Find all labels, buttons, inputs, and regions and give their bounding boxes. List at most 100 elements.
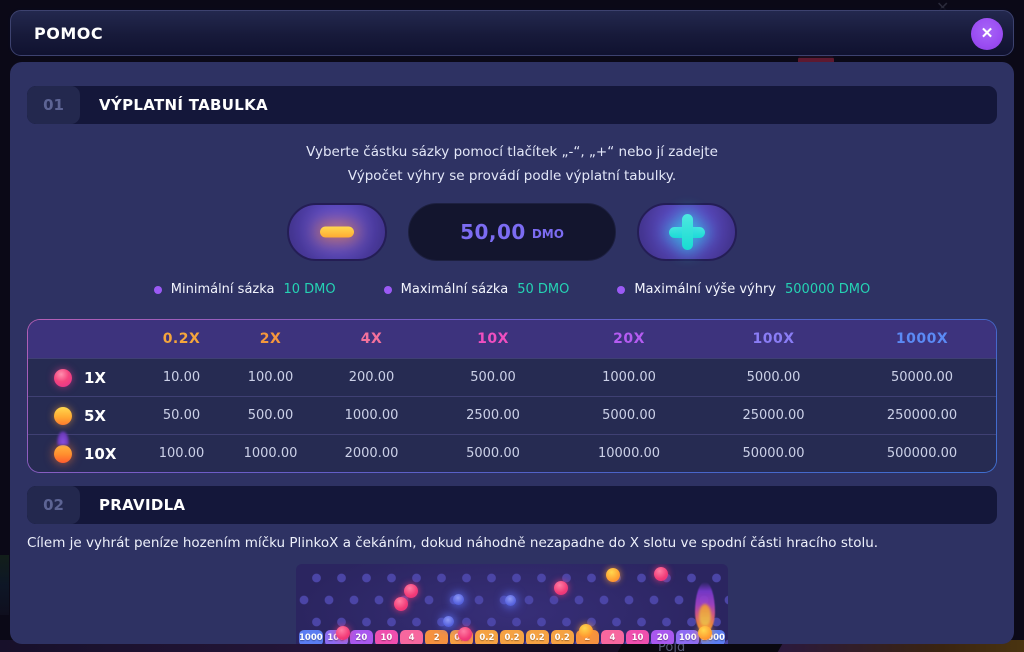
paytable-value: 2000.00 [344,446,399,461]
multiplier-slot: 1000 [299,630,323,644]
paytable-row-label: 10X [28,444,138,463]
paytable-value: 100.00 [247,370,294,385]
paytable-column-header: 2X [259,331,282,347]
bet-amount-field[interactable]: 50,00 DMO [408,203,616,261]
bullet-icon [153,285,162,294]
paytable-column-header: 10X [477,331,509,347]
paytable-value: 25000.00 [742,408,805,423]
paytable-value: 50.00 [162,408,201,423]
board-slots: 10001002010420.20.20.20.20.2241020100100… [299,630,725,644]
glow-peg-icon [505,595,516,606]
bet-instructions-line2: Výpočet výhry se provádí podle výplatní … [347,168,677,184]
paytable-header: 0.2X 2X 4X 10X 20X 100X 1000X [28,320,996,358]
plinko-ball [579,624,593,638]
flame-icon [695,582,715,632]
bullet-icon [617,285,626,294]
ball-icon [54,368,72,387]
limit-value: 50 DMO [517,282,570,297]
background-smudge [0,555,9,615]
row-multiplier: 5X [84,406,107,425]
section-number: 01 [27,86,80,124]
bet-amount-value: 50,00 [460,220,526,244]
paytable-column-header: 1000X [895,331,949,347]
paytable-column-header: 0.2X [162,331,201,347]
bet-limits: Minimální sázka 10 DMO Maximální sázka 50 D… [10,282,1014,297]
limit-value: 500000 DMO [785,282,871,297]
bet-instructions: Vyberte částku sázky pomocí tlačítek „-“… [10,140,1014,188]
plinko-ball [458,627,472,641]
plinko-ball [394,597,408,611]
plinko-ball [654,567,668,581]
rules-text: Cílem je vyhrát peníze hozením míčku Pli… [27,535,879,551]
bet-limit-item: Minimální sázka 10 DMO [153,282,336,297]
paytable-value: 5000.00 [602,408,656,423]
glow-peg-icon [443,616,454,627]
multiplier-slot: 100 [676,630,700,644]
plinko-ball [698,626,712,640]
multiplier-slot: 4 [400,630,424,644]
decrease-bet-button[interactable] [287,203,387,261]
multiplier-slot: 2 [425,630,449,644]
paytable-value: 50000.00 [742,446,805,461]
bet-instructions-line1: Vyberte částku sázky pomocí tlačítek „-“… [306,144,718,160]
row-multiplier: 10X [84,444,117,463]
multiplier-slot: 0.2 [550,630,574,644]
paytable-value: 200.00 [348,370,395,385]
increase-bet-button[interactable] [637,203,737,261]
multiplier-slot: 20 [651,630,675,644]
plinko-ball [554,581,568,595]
paytable-column-header: 4X [360,331,383,347]
paytable-value: 500000.00 [886,446,958,461]
bet-currency: DMO [531,227,564,241]
row-multiplier: 1X [84,368,107,387]
paytable-column-header: 100X [752,331,795,347]
plinko-ball [606,568,620,582]
paytable: 0.2X 2X 4X 10X 20X 100X 1000X 1X 10.00 100.00 200… [27,319,997,473]
minus-icon [320,226,354,238]
section-title: VÝPLATNÍ TABULKA [99,96,268,114]
paytable-body: 1X 10.00 100.00 200.00 500.00 1000.00 5000.00 5… [28,358,996,472]
paytable-row-label: 5X [28,406,138,425]
bet-controls: 50,00 DMO [10,203,1014,261]
multiplier-slot: 10 [625,630,650,644]
multiplier-slot: 0.2 [500,630,524,644]
paytable-value: 500.00 [470,370,516,385]
section-title: PRAVIDLA [99,496,186,514]
glow-peg-icon [453,594,464,605]
bet-limit-item: Maximální výše výhry 500000 DMO [617,282,870,297]
paytable-row: 10X 100.00 1000.00 2000.00 5000.00 10000.00 50… [28,434,996,472]
bullet-icon [383,285,392,294]
paytable-value: 10000.00 [597,446,661,461]
help-panel: 01 VÝPLATNÍ TABULKA Vyberte částku sázky… [10,62,1014,644]
multiplier-slot: 4 [600,630,624,644]
plinko-ball [404,584,418,598]
paytable-value: 500.00 [247,408,294,423]
limit-label: Maximální sázka [400,282,509,297]
close-icon[interactable]: ✕ [971,18,1003,50]
paytable-value: 50000.00 [890,370,954,385]
paytable-row: 5X 50.00 500.00 1000.00 2500.00 5000.00 25000.… [28,396,996,434]
paytable-value: 5000.00 [466,446,520,461]
paytable-column-header: 20X [613,331,645,347]
board: 10001002010420.20.20.20.20.2241020100100… [296,564,728,644]
limit-label: Minimální sázka [170,282,275,297]
paytable-value: 100.00 [158,446,205,461]
multiplier-slot: 10 [374,630,398,644]
paytable-value: 1000.00 [344,408,399,423]
paytable-value: 5000.00 [746,370,801,385]
limit-value: 10 DMO [283,282,336,297]
multiplier-slot: 20 [349,630,373,644]
background-red-shape [798,54,834,64]
bet-limit-item: Maximální sázka 50 DMO [383,282,570,297]
section-header-paytable: 01 VÝPLATNÍ TABULKA [27,86,997,124]
section-header-rules: 02 PRAVIDLA [27,486,997,524]
multiplier-slot: 0.2 [475,630,499,644]
multiplier-slot: 0.2 [525,630,549,644]
paytable-value: 1000.00 [243,446,298,461]
ball-icon [54,406,72,425]
paytable-value: 1000.00 [602,370,656,385]
paytable-value: 2500.00 [466,408,520,423]
paytable-row-label: 1X [28,368,138,387]
modal-header: POMOC ✕ [10,10,1014,56]
ball-icon [54,444,72,463]
